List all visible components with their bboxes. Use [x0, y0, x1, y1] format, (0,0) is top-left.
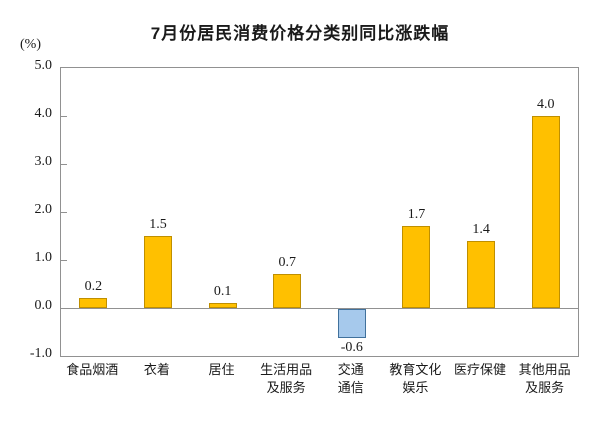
y-axis-unit-label: (%): [20, 37, 41, 52]
x-axis-category-label: 教育文化 娱乐: [389, 362, 442, 395]
bar-positive: [467, 240, 496, 308]
x-axis-category-label: 其他用品 及服务: [518, 362, 571, 395]
y-axis-tick-label: 1.0: [34, 250, 53, 265]
bar-value-label: 0.2: [84, 279, 103, 295]
x-axis-category-label: 居住: [208, 362, 235, 377]
y-axis-tick-label: 3.0: [34, 154, 53, 169]
bar-value-label: 1.4: [472, 221, 490, 237]
y-axis-tick: [61, 164, 67, 165]
y-axis-tick-label: -1.0: [29, 346, 52, 361]
plot-area: 0.2 1.5 0.1 0.7 -0.6 1.7 1.4 4.0: [60, 67, 579, 357]
bar-value-label: 0.1: [213, 284, 232, 300]
bar-value-label: -0.6: [340, 339, 363, 355]
x-axis-category-label: 医疗保健: [454, 362, 507, 377]
bar-positive: [208, 303, 237, 308]
bar-positive: [79, 298, 108, 308]
bar-positive: [531, 116, 560, 308]
bar-value-label: 0.7: [278, 255, 296, 271]
y-axis-tick: [61, 260, 67, 261]
chart-title: 7月份居民消费价格分类别同比涨跌幅: [150, 24, 450, 43]
y-axis-tick-label: 4.0: [34, 106, 53, 121]
y-axis-tick: [61, 116, 67, 117]
bar-value-label: 4.0: [536, 97, 555, 112]
bar-value-label: 1.5: [149, 217, 167, 232]
x-axis-category-label: 交通 通信: [337, 362, 364, 395]
y-axis-tick-label: 0.0: [34, 298, 53, 313]
x-axis-category-label: 食品烟酒: [66, 362, 119, 377]
bar-positive: [273, 274, 302, 308]
x-axis-category-label: 衣着: [143, 362, 170, 377]
bar-value-label: 1.7: [407, 207, 426, 223]
bar-negative: [337, 309, 366, 338]
bar-positive: [143, 236, 172, 308]
y-axis-tick-label: 5.0: [34, 58, 53, 73]
zero-baseline: [61, 307, 578, 309]
y-axis-tick: [61, 212, 67, 213]
y-axis-tick-label: 2.0: [34, 202, 53, 217]
x-axis-category-label: 生活用品 及服务: [260, 362, 313, 395]
bar-positive: [402, 226, 431, 308]
